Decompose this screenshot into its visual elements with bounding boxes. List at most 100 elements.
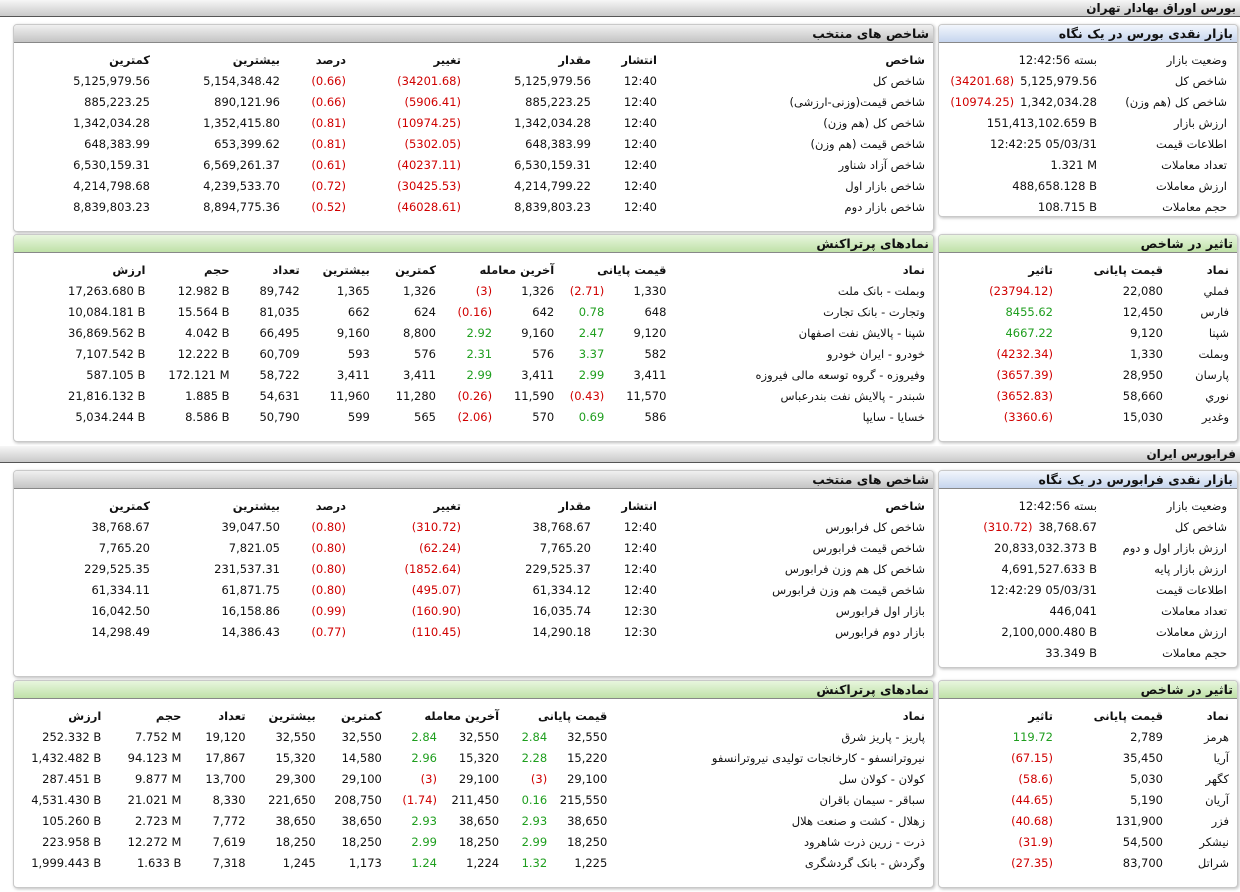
cell: 2.99 [466,367,493,382]
cell: (0.66) [311,94,346,109]
cell: 20,833,032.373 B [939,537,1105,558]
value: 4,691,527.633 B [1001,561,1097,576]
cell: شاخص کل (هم وزن) [823,115,925,130]
cell: 16,158.86 [221,603,280,618]
cell: (30425.53) [397,178,461,193]
cell: پارسان [1195,367,1229,382]
most-active: نمادهای پرتراکنش نماد قیمت پایانی آخرین معا… [13,680,934,888]
row: وضعیت بازار بسته 12:42:56 [939,495,1237,516]
cell: 2.93 [521,813,548,828]
cell: 39,047.50 [221,519,280,534]
cell: شبندر - پالایش نفت بندرعباس [780,388,925,403]
cell: 11,280 [395,388,436,403]
column-header: تاثیر [1028,708,1053,723]
cell: ارزش بازار اول و دوم [1122,540,1227,555]
cell: وبملت - بانک ملت [837,283,925,298]
cell: (0.99) [311,603,346,618]
cell: (10974.25) [397,115,461,130]
cell: (0.61) [311,157,346,172]
cell: نیروترانسفو - کارخانجات تولیدی نیروترانس… [711,750,925,765]
cell: 32,550 [275,729,316,744]
cell: 5,154,348.42 [203,73,280,88]
change: (310.72) [983,519,1033,534]
cell: 885,223.25 [84,94,150,109]
cell: (3) [475,283,493,298]
row: تعداد معاملات 1.321 M [939,154,1237,175]
cell: 19,120 [205,729,246,744]
header-row: نماد قیمت پایانی تاثیر [939,705,1237,726]
header-row: نماد قیمت پایانی تاثیر [939,259,1237,280]
cell: 1,173 [348,855,382,870]
cell: 1,330 [633,283,667,298]
row: شاخص کل 5,125,979.56 (34201.68) [939,70,1237,91]
cell: شپنا [1208,325,1229,340]
cell: 21,816.132 B [68,388,146,403]
cell: 11,570 [626,388,667,403]
row: ارزش معاملات 488,658.128 B [939,175,1237,196]
cell: 231,537.31 [214,561,280,576]
column-header: انتشار [621,52,657,67]
cell: 12:40 [623,582,657,597]
cell: 662 [347,304,370,319]
cell: 624 [414,304,436,319]
header-row: شاخص انتشار مقدار تغییر درصد بیشترین کمترین [14,495,933,516]
cell: 89,742 [259,283,300,298]
cell: وضعیت بازار [1166,52,1227,67]
section-title: بورس اوراق بهادار تهران [0,0,1240,17]
row: شاخص قیمت هم وزن فرابورس 12:40 61,334.12 (4… [14,579,933,600]
box-title: تاثیر در شاخص [939,235,1237,253]
cell: زهلال - کشت و صنعت هلال [791,813,925,828]
column-header: آخرین معامله [424,708,500,723]
cell: (2.71) [569,283,605,298]
cell: 5,030 [1130,771,1163,786]
cell: ارزش بازار پایه [1154,561,1227,576]
cell: 12.272 M [127,834,182,849]
cell: 6,530,159.31 [514,157,591,172]
row: شاخص بازار اول 12:40 4,214,799.22 (30425.53… [14,175,933,196]
cell: 9,120 [633,325,667,340]
cell: 7,772 [212,813,246,828]
cell: 0.78 [578,304,605,319]
cell: 7,765.20 [539,540,591,555]
row: شاخص کل (هم وزن) 1,342,034.28 (10974.25) [939,91,1237,112]
table: وضعیت بازار بسته 12:42:56 شاخص کل 5,125,979… [939,49,1237,216]
cell: 38,650 [458,813,500,828]
cell: 565 [414,409,436,424]
header-row: نماد قیمت پایانی آخرین معامله کمترین بیشترین… [14,705,933,726]
cell: شاخص بازار اول [845,178,925,193]
table: نماد قیمت پایانی آخرین معامله کمترین بیشترین… [14,259,933,427]
cell: 1.24 [411,855,437,870]
cell: 1.633 B [136,855,182,870]
cell: 14,298.49 [91,624,150,639]
cell: 36,869.562 B [68,325,146,340]
cell: 229,525.35 [84,561,150,576]
cell: شاخص آزاد شناور [838,157,925,172]
cell: 2.92 [466,325,493,340]
cell: (0.77) [311,624,346,639]
selected-indices: شاخص های منتخب شاخص انتشار مقدار تغییر درصد بی… [13,24,934,232]
cell: فارس [1200,304,1229,319]
cell: شپنا - پالایش نفت اصفهان [798,325,925,340]
column-header: تغییر [433,52,461,67]
row: وغدير 15,030 (3360.6) [939,406,1237,427]
row: بازار دوم فرابورس 12:30 14,290.18 (110.45) (… [14,621,933,642]
cell: (31.9) [1018,834,1053,849]
cell: نوري [1205,388,1229,403]
cell: (40.68) [1011,813,1053,828]
row: نوري 58,660 (3652.83) [939,385,1237,406]
cell: 38,650 [341,813,382,828]
cell: بسته 12:42:56 [939,49,1105,70]
box-title: بازار نقدی فرابورس در یک نگاه [939,471,1237,489]
cell: 1,245 [282,855,316,870]
row: فارس 12,450 8455.62 [939,301,1237,322]
row: شپنا 9,120 4667.22 [939,322,1237,343]
cell: 587.105 B [86,367,146,382]
cell: 8,839,803.23 [73,199,150,214]
cell: (0.26) [457,388,493,403]
change: (34201.68) [950,73,1015,88]
cell: وفیروزه - گروه توسعه مالی فیروزه [755,367,925,382]
cell: 12:40 [623,199,657,214]
value: 1.321 M [1050,157,1098,172]
cell: اطلاعات قیمت [1156,582,1227,597]
cell: 8455.62 [1005,304,1053,319]
